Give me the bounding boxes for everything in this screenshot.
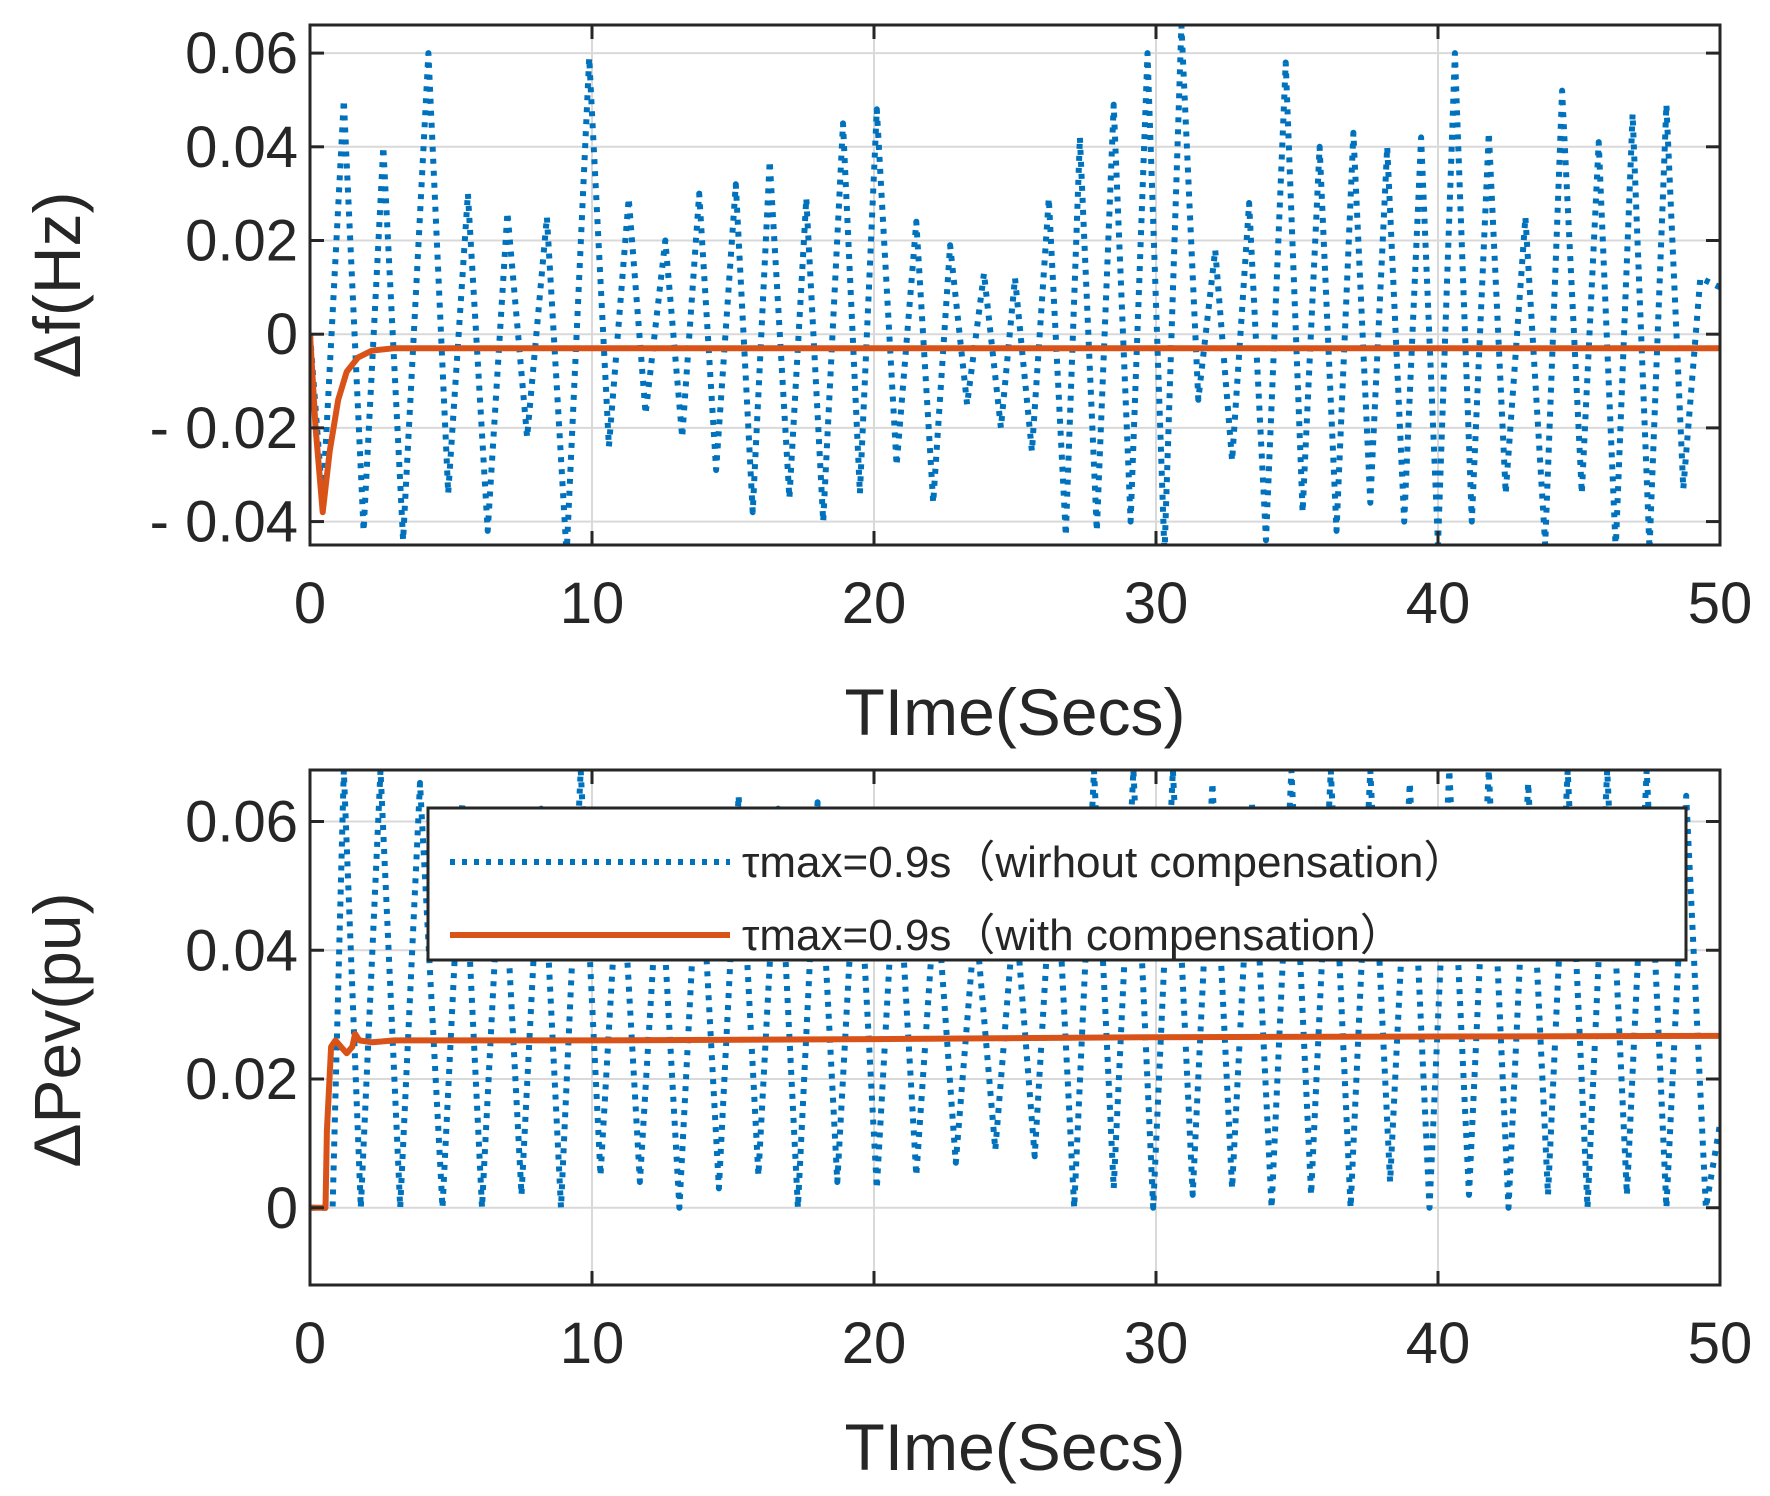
y-tick-label: - 0.02 <box>150 396 298 461</box>
axes-box-top <box>308 23 1722 547</box>
ev-power-deviation-plot: 0 10 20 30 40 50 0 0.02 0.04 0.06 TIme(Secs) ΔPev… <box>20 768 1752 1484</box>
legend: τmax=0.9s（wirhout compensation） τmax=0.9… <box>426 806 1688 962</box>
x-tick-label: 0 <box>294 1311 326 1376</box>
series-without-compensation-line <box>310 25 1720 545</box>
x-tick-label: 50 <box>1688 571 1753 636</box>
x-tick-label: 20 <box>842 1311 907 1376</box>
x-tick-label: 20 <box>842 571 907 636</box>
y-tick-label: 0.04 <box>185 918 298 983</box>
x-tick-label: 30 <box>1124 571 1189 636</box>
x-tick-label: 10 <box>560 571 625 636</box>
y-tick-label: 0 <box>266 1176 298 1241</box>
x-tick-label: 40 <box>1406 571 1471 636</box>
legend-label-without-compensation: τmax=0.9s（wirhout compensation） <box>742 838 1467 887</box>
y-tick-label: 0.02 <box>185 208 298 273</box>
x-tick-label: 10 <box>560 1311 625 1376</box>
x-tick-label: 0 <box>294 571 326 636</box>
y-tick-label: 0.04 <box>185 115 298 180</box>
y-tick-label: 0.06 <box>185 21 298 86</box>
x-axis-title-top: TIme(Secs) <box>844 675 1185 749</box>
ticks-top: 0 10 20 30 40 50 - 0.04 - 0.02 0 0.02 0.04 0.06 <box>150 21 1753 636</box>
y-axis-title-bottom: ΔPev(pu) <box>20 892 94 1167</box>
y-tick-label: - 0.04 <box>150 490 298 555</box>
ticks-bottom: 0 10 20 30 40 50 0 0.02 0.04 0.06 <box>185 770 1752 1376</box>
x-tick-label: 50 <box>1688 1311 1753 1376</box>
axes-box-bottom <box>308 768 1722 1287</box>
y-axis-title-top: Δf(Hz) <box>20 191 94 378</box>
series-with-compensation-line <box>310 1030 1720 1211</box>
x-tick-label: 30 <box>1124 1311 1189 1376</box>
frequency-deviation-plot: 0 10 20 30 40 50 - 0.04 - 0.02 0 0.02 0.04 0.06 TIm… <box>20 21 1752 749</box>
legend-label-with-compensation: τmax=0.9s（with compensation） <box>742 911 1404 960</box>
y-tick-label: 0.02 <box>185 1047 298 1112</box>
x-axis-title-bottom: TIme(Secs) <box>844 1410 1185 1484</box>
series-with-compensation-line <box>310 334 1720 516</box>
series-group-top <box>310 25 1720 545</box>
x-tick-label: 40 <box>1406 1311 1471 1376</box>
y-tick-label: 0 <box>266 302 298 367</box>
y-tick-label: 0.06 <box>185 790 298 855</box>
